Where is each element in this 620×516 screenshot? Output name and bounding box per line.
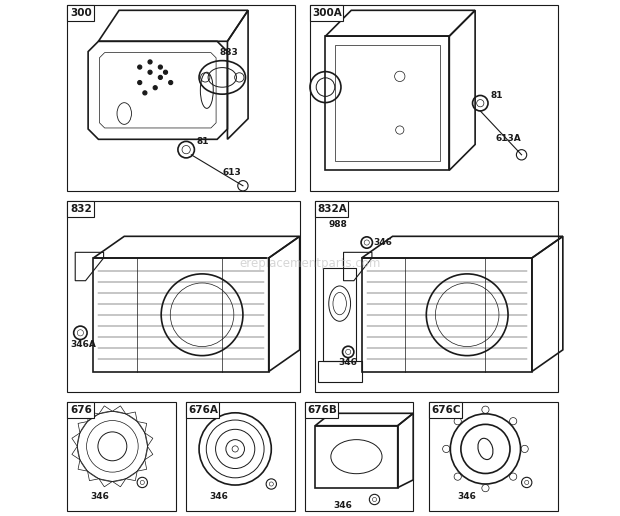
Bar bbox=[106, 300, 131, 320]
Bar bbox=[186, 402, 294, 511]
Bar bbox=[68, 402, 176, 511]
Text: 676A: 676A bbox=[188, 405, 219, 415]
Bar bbox=[106, 331, 131, 351]
Bar bbox=[68, 201, 94, 217]
Circle shape bbox=[148, 70, 152, 74]
Text: 81: 81 bbox=[197, 137, 209, 147]
Bar bbox=[488, 281, 527, 309]
Text: 346: 346 bbox=[210, 492, 228, 501]
Circle shape bbox=[169, 80, 173, 85]
Bar bbox=[428, 402, 557, 511]
Circle shape bbox=[143, 91, 147, 95]
Text: 676: 676 bbox=[70, 405, 92, 415]
Bar bbox=[305, 402, 413, 511]
Circle shape bbox=[138, 80, 142, 85]
Text: 832A: 832A bbox=[317, 204, 347, 214]
Bar bbox=[68, 402, 94, 418]
Bar bbox=[68, 5, 294, 191]
Bar bbox=[374, 331, 399, 351]
Circle shape bbox=[164, 70, 167, 74]
Text: 300: 300 bbox=[70, 8, 92, 18]
Circle shape bbox=[153, 86, 157, 90]
Text: 676C: 676C bbox=[432, 405, 461, 415]
Text: 346: 346 bbox=[333, 501, 352, 510]
Bar bbox=[310, 5, 557, 191]
Text: 832: 832 bbox=[70, 204, 92, 214]
Circle shape bbox=[158, 65, 162, 69]
Text: ereplacementparts.com: ereplacementparts.com bbox=[239, 256, 381, 270]
Circle shape bbox=[138, 65, 142, 69]
Bar bbox=[310, 5, 343, 21]
Text: 883: 883 bbox=[219, 48, 239, 57]
Bar bbox=[315, 201, 348, 217]
Bar bbox=[374, 269, 399, 289]
Bar bbox=[106, 269, 131, 289]
Bar bbox=[68, 201, 299, 392]
Text: 346A: 346A bbox=[70, 340, 96, 349]
Text: 81: 81 bbox=[490, 91, 503, 100]
Text: 346: 346 bbox=[339, 358, 357, 367]
Bar bbox=[315, 201, 557, 392]
Text: 300A: 300A bbox=[312, 8, 342, 18]
Circle shape bbox=[158, 75, 162, 79]
Text: 988: 988 bbox=[328, 220, 347, 229]
Bar bbox=[428, 402, 462, 418]
Text: 676B: 676B bbox=[308, 405, 337, 415]
Circle shape bbox=[148, 60, 152, 64]
Bar bbox=[305, 402, 338, 418]
Bar bbox=[68, 5, 94, 21]
Text: 346: 346 bbox=[373, 238, 392, 247]
Text: 613: 613 bbox=[223, 168, 241, 178]
Text: 613A: 613A bbox=[496, 134, 521, 143]
Bar bbox=[186, 402, 219, 418]
Text: 346: 346 bbox=[457, 492, 476, 501]
Bar bbox=[374, 300, 399, 320]
Text: 346: 346 bbox=[91, 492, 110, 501]
Bar bbox=[225, 281, 264, 309]
